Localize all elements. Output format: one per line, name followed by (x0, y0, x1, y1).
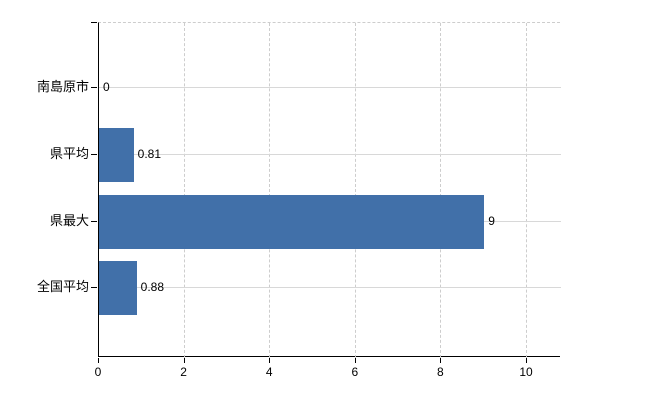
x-axis-tick (526, 358, 527, 363)
category-label: 県最大 (49, 212, 89, 228)
category-label: 県平均 (49, 145, 89, 161)
x-axis-tick-label: 10 (519, 365, 533, 379)
x-axis-tick (440, 358, 442, 363)
h-gridline (99, 87, 561, 88)
x-gridline (354, 23, 356, 358)
x-axis-tick-label: 2 (180, 365, 187, 379)
value-label: 0.81 (137, 146, 162, 161)
y-axis-tick (91, 220, 97, 222)
data-bar (99, 261, 137, 316)
x-axis-tick-label: 8 (437, 365, 444, 379)
value-label: 0 (103, 80, 110, 94)
h-gridline (99, 153, 561, 155)
x-axis-tick (183, 358, 185, 363)
value-label: 9 (488, 213, 495, 228)
x-axis-tick (98, 358, 99, 363)
category-label: 全国平均 (36, 279, 89, 295)
x-gridline (440, 23, 442, 358)
y-axis-tick (91, 87, 97, 88)
plot-area (98, 22, 561, 358)
y-axis-tick (91, 153, 97, 155)
h-gridline (99, 287, 561, 289)
x-axis-tick (269, 358, 271, 363)
data-bar (99, 194, 485, 249)
x-gridline (526, 23, 527, 358)
x-axis-tick-label: 4 (265, 365, 273, 379)
category-label: 南島原市 (36, 79, 89, 94)
data-bar (99, 127, 134, 182)
x-gridline (269, 23, 271, 358)
x-gridline (183, 23, 185, 358)
y-axis-top-tick (91, 22, 97, 23)
y-axis-tick (91, 287, 97, 289)
x-axis-tick-label: 0 (94, 365, 102, 379)
x-axis-tick (354, 358, 356, 363)
value-label: 0.88 (140, 280, 165, 295)
x-axis-tick-label: 6 (351, 365, 359, 379)
